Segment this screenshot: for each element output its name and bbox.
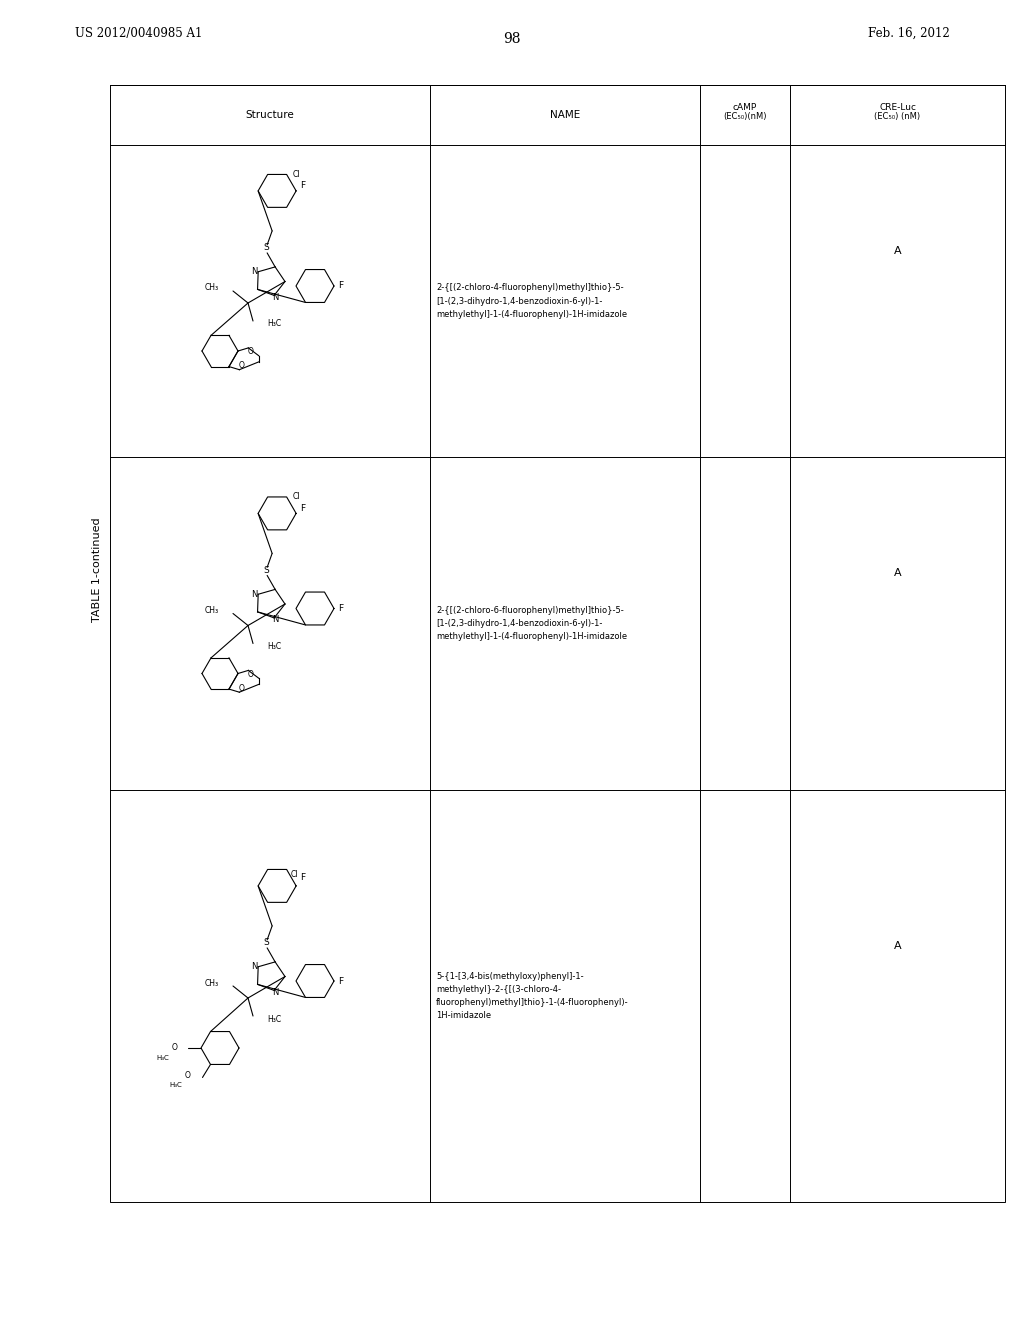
Text: H₃C: H₃C [169,1082,182,1089]
Text: A: A [894,569,901,578]
Text: S: S [263,243,269,252]
Text: F: F [301,181,306,190]
Text: H₃C: H₃C [157,1055,169,1061]
Text: O: O [172,1044,178,1052]
Text: TABLE 1-continued: TABLE 1-continued [92,517,102,622]
Text: Feb. 16, 2012: Feb. 16, 2012 [868,26,950,40]
Text: F: F [301,874,306,882]
Text: F: F [339,281,344,290]
Text: CH₃: CH₃ [205,284,219,293]
Text: (EC₅₀)(nM): (EC₅₀)(nM) [723,112,767,121]
Text: S: S [263,939,269,948]
Text: N: N [272,987,279,997]
Text: A: A [894,941,901,950]
Text: CH₃: CH₃ [205,606,219,615]
Text: N: N [251,590,257,599]
Text: A: A [894,246,901,256]
Bar [110,84,1005,1203]
Text: 2-{[(2-chloro-6-fluorophenyl)methyl]thio}-5-
[1-(2,3-dihydro-1,4-benzodioxin-6-y: 2-{[(2-chloro-6-fluorophenyl)methyl]thio… [436,606,627,642]
Text: Cl: Cl [291,870,298,879]
Text: O: O [239,362,245,371]
Text: O: O [248,347,253,356]
Text: N: N [251,962,257,972]
Text: H₃C: H₃C [267,1015,282,1023]
Text: CRE-Luc: CRE-Luc [879,103,916,111]
Text: Cl: Cl [293,492,300,502]
Text: Structure: Structure [246,110,294,120]
Text: S: S [263,566,269,576]
Text: 98: 98 [503,32,521,46]
Text: (EC₅₀) (nM): (EC₅₀) (nM) [874,112,921,121]
Text: N: N [272,293,279,302]
Text: H₃C: H₃C [267,642,282,651]
Text: Cl: Cl [293,170,300,180]
Text: US 2012/0040985 A1: US 2012/0040985 A1 [75,26,203,40]
Text: 5-{1-[3,4-bis(methyloxy)phenyl]-1-
methylethyl}-2-{[(3-chloro-4-
fluorophenyl)me: 5-{1-[3,4-bis(methyloxy)phenyl]-1- methy… [436,972,629,1020]
Text: 2-{[(2-chloro-4-fluorophenyl)methyl]thio}-5-
[1-(2,3-dihydro-1,4-benzodioxin-6-y: 2-{[(2-chloro-4-fluorophenyl)methyl]thio… [436,284,627,318]
Text: cAMP: cAMP [733,103,757,111]
Text: O: O [184,1071,190,1080]
Text: F: F [339,977,344,986]
Text: N: N [251,267,257,276]
Text: O: O [239,684,245,693]
Text: H₃C: H₃C [267,319,282,329]
Text: NAME: NAME [550,110,581,120]
Text: F: F [301,504,306,513]
Text: O: O [248,669,253,678]
Text: CH₃: CH₃ [205,978,219,987]
Text: N: N [272,615,279,624]
Text: F: F [339,605,344,612]
